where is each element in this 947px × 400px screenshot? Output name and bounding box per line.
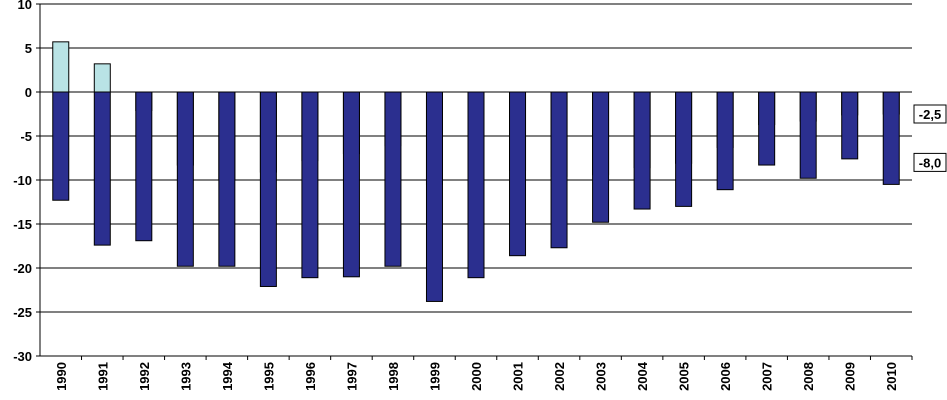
x-tick-label: 1995 bbox=[261, 362, 276, 391]
bars bbox=[52, 41, 900, 302]
y-tick-label: -25 bbox=[13, 305, 32, 320]
callouts: -2,5 -8,0 bbox=[913, 104, 947, 172]
axes bbox=[36, 3, 913, 360]
x-tick-label: 2009 bbox=[843, 362, 858, 391]
callout-box bbox=[913, 152, 947, 172]
y-tick-label: -15 bbox=[13, 217, 32, 232]
y-tick-label: -30 bbox=[13, 349, 32, 364]
bar-series-dark bbox=[218, 91, 236, 267]
x-tick-label: 1998 bbox=[386, 362, 401, 391]
x-tick-label: 2010 bbox=[884, 362, 899, 391]
bar-series-dark bbox=[592, 91, 610, 223]
bar-series-dark bbox=[467, 91, 485, 279]
bar-series-dark bbox=[550, 91, 568, 249]
bar-series-dark bbox=[758, 91, 776, 166]
x-tick-label: 2008 bbox=[801, 362, 816, 391]
bar-series-dark bbox=[675, 91, 693, 207]
bar-series-dark bbox=[716, 91, 734, 191]
x-axis-labels: 1990 1991 1992 1993 1994 1995 1996 1997 1998 1999… bbox=[54, 361, 899, 391]
x-tick-label: 1997 bbox=[344, 362, 359, 391]
y-tick-label: 0 bbox=[25, 85, 32, 100]
bar-series-dark bbox=[425, 91, 443, 302]
bar-series-light bbox=[52, 41, 70, 93]
y-tick-label: 10 bbox=[18, 0, 32, 12]
x-tick-label: 1992 bbox=[137, 362, 152, 391]
x-tick-label: 1999 bbox=[427, 362, 442, 391]
bar-series-dark bbox=[882, 91, 900, 185]
callout-label: -8,0 bbox=[919, 155, 941, 170]
bar-series-dark bbox=[259, 91, 277, 287]
bar-series-dark bbox=[301, 91, 319, 279]
bar-series-dark bbox=[135, 91, 153, 242]
bar-series-dark bbox=[342, 91, 360, 278]
x-tick-label: 1996 bbox=[303, 362, 318, 391]
x-tick-label: 2001 bbox=[511, 362, 526, 391]
x-tick-label: 1993 bbox=[178, 362, 193, 391]
x-tick-label: 2004 bbox=[635, 361, 650, 391]
callout-box bbox=[913, 104, 947, 124]
y-tick-label: -10 bbox=[13, 173, 32, 188]
x-tick-label: 1991 bbox=[95, 362, 110, 391]
x-tick-label: 1990 bbox=[54, 362, 69, 391]
x-tick-label: 2006 bbox=[718, 362, 733, 391]
y-tick-label: -5 bbox=[20, 129, 32, 144]
callout-label: -2,5 bbox=[919, 107, 941, 122]
x-tick-label: 2002 bbox=[552, 362, 567, 391]
x-tick-label: 1994 bbox=[220, 361, 235, 391]
y-tick-label: -20 bbox=[13, 261, 32, 276]
bar-series-dark bbox=[176, 91, 194, 267]
bar-series-dark bbox=[509, 91, 527, 257]
bar-series-dark bbox=[52, 91, 70, 201]
bar-series-dark bbox=[93, 91, 111, 246]
x-tick-label: 2005 bbox=[677, 362, 692, 391]
bar-series-light bbox=[93, 63, 111, 93]
x-tick-label: 2000 bbox=[469, 362, 484, 391]
bar-series-dark bbox=[799, 91, 817, 179]
bar-series-dark bbox=[633, 91, 651, 210]
bar-series-dark bbox=[384, 91, 402, 267]
y-tick-label: 5 bbox=[25, 41, 32, 56]
x-tick-label: 2003 bbox=[594, 362, 609, 391]
x-tick-label: 2007 bbox=[760, 362, 775, 391]
y-axis-ticks: 10 5 0 -5 -10 -15 -20 -25 -30 bbox=[13, 0, 32, 364]
bar-series-dark bbox=[841, 91, 859, 160]
